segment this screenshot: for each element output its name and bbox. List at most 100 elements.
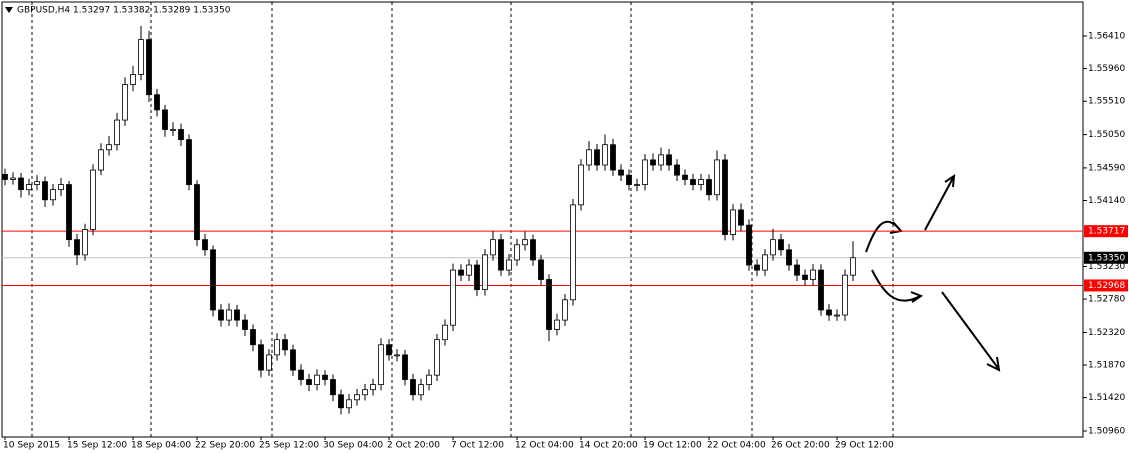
candle-body — [418, 384, 424, 396]
candle-body — [130, 74, 136, 85]
candle-body — [346, 399, 352, 409]
candle-body — [394, 354, 400, 357]
x-tick-label: 22 Oct 04:00 — [707, 441, 766, 451]
y-tick-label: 1.50960 — [1088, 426, 1125, 436]
candle-body — [698, 179, 704, 185]
candle-body — [154, 94, 160, 111]
candle-body — [386, 344, 392, 356]
y-tick-label: 1.52780 — [1088, 295, 1125, 305]
y-tick-label: 1.51420 — [1088, 393, 1125, 403]
candle-body — [186, 139, 192, 185]
candle-body — [226, 309, 232, 321]
candle-body — [234, 309, 240, 321]
candle-body — [826, 309, 832, 316]
x-tick-label: 18 Sep 04:00 — [131, 441, 191, 451]
candle-body — [434, 339, 440, 376]
candle-body — [330, 379, 336, 396]
candle-body — [178, 129, 184, 141]
candle-body — [730, 209, 736, 235]
candle-body — [490, 239, 496, 256]
candle-body — [586, 149, 592, 166]
last-price-line-label: 1.53350 — [1088, 253, 1125, 263]
x-tick-label: 10 Sep 2015 — [3, 441, 60, 451]
x-tick-label: 25 Sep 12:00 — [259, 441, 319, 451]
level-line-label: 1.53717 — [1088, 227, 1125, 237]
x-tick-label: 12 Oct 04:00 — [515, 441, 574, 451]
x-tick-label: 29 Oct 12:00 — [835, 441, 894, 451]
symbol-icon — [5, 7, 13, 13]
candle-body — [410, 379, 416, 396]
candle-body — [690, 179, 696, 185]
candle-body — [794, 264, 800, 276]
candle-body — [578, 164, 584, 206]
candle-body — [90, 169, 96, 230]
candle-body — [538, 259, 544, 280]
candle-body — [522, 239, 528, 246]
candle-body — [618, 169, 624, 176]
candle-body — [474, 264, 480, 291]
y-tick-label: 1.55960 — [1088, 64, 1125, 74]
candle-body — [114, 119, 120, 146]
plot-frame — [1, 1, 1084, 438]
candle-body — [834, 314, 840, 317]
candle-body — [850, 257, 856, 276]
candle-body — [426, 374, 432, 385]
y-tick-label: 1.51870 — [1088, 361, 1125, 371]
candle-body — [602, 144, 608, 166]
candle-body — [210, 249, 216, 311]
candle-body — [146, 39, 152, 96]
candle-body — [98, 149, 104, 171]
candle-body — [450, 269, 456, 326]
candle-body — [370, 384, 376, 391]
candle-body — [714, 159, 720, 196]
candle-body — [762, 254, 768, 271]
candle-body — [66, 184, 72, 241]
annotation-arrows — [865, 174, 1001, 372]
candle-body — [10, 177, 16, 180]
candle-body — [530, 239, 536, 261]
candle-body — [74, 239, 80, 256]
candle-body — [322, 374, 328, 380]
candle-body — [682, 174, 688, 180]
candle-body — [666, 154, 672, 166]
candle-body — [50, 189, 56, 201]
candle-body — [282, 339, 288, 351]
candle-body — [378, 344, 384, 385]
candle-body — [194, 184, 200, 241]
candle-body — [58, 184, 64, 191]
candle-body — [242, 319, 248, 330]
y-tick-label: 1.56410 — [1088, 31, 1125, 41]
last-price-line-box — [1084, 251, 1128, 264]
candle-body — [218, 309, 224, 321]
x-tick-label: 19 Oct 12:00 — [643, 441, 702, 451]
candle-body — [250, 329, 256, 346]
candle-body — [314, 374, 320, 385]
x-tick-label: 15 Sep 12:00 — [67, 441, 127, 451]
x-tick-label: 26 Oct 20:00 — [771, 441, 830, 451]
y-tick-label: 1.55050 — [1088, 130, 1125, 140]
candle-body — [570, 204, 576, 301]
x-tick-label: 14 Oct 20:00 — [579, 441, 638, 451]
candle-body — [442, 324, 448, 341]
candle-body — [162, 109, 168, 130]
candle-body — [138, 39, 144, 75]
chart-title: GBPUSD,H4 1.53297 1.53382 1.53289 1.5335… — [17, 6, 231, 16]
candle-body — [402, 354, 408, 380]
candle-body — [658, 154, 664, 166]
candle-body — [82, 229, 88, 256]
candle-body — [626, 174, 632, 185]
y-tick-label: 1.53230 — [1088, 262, 1125, 272]
candle-body — [650, 159, 656, 166]
candle-body — [514, 244, 520, 261]
candle-body — [546, 279, 552, 330]
candle-body — [754, 264, 760, 271]
candle-body — [594, 149, 600, 166]
candle-body — [2, 174, 8, 180]
candle-body — [42, 181, 48, 201]
candle-body — [810, 269, 816, 280]
candle-body — [562, 299, 568, 321]
candle-body — [106, 144, 112, 151]
candle-body — [674, 164, 680, 176]
candle-body — [170, 129, 176, 131]
